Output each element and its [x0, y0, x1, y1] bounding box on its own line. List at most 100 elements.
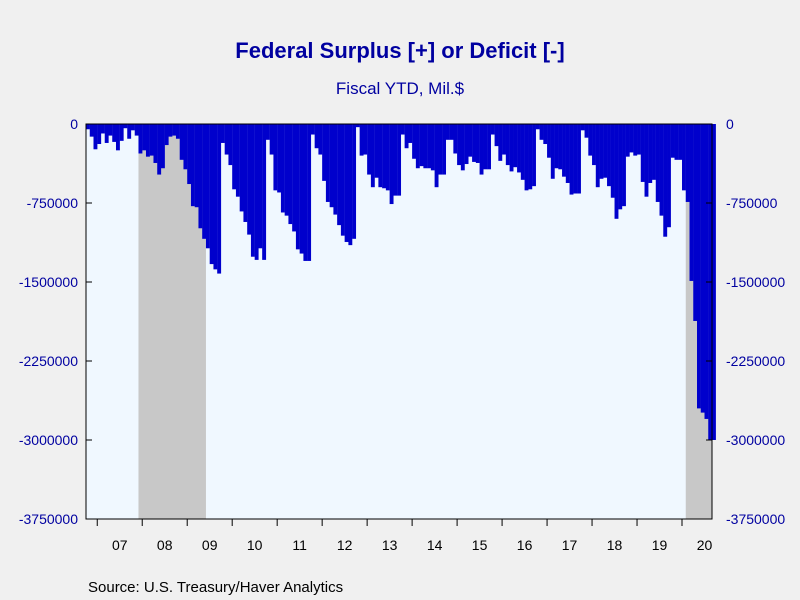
bar: [603, 124, 608, 178]
bar: [453, 124, 458, 154]
bar: [700, 124, 705, 413]
bar: [535, 124, 540, 130]
y-tick-label-left: -3000000: [19, 432, 78, 448]
bar: [423, 124, 428, 169]
bar: [468, 124, 473, 157]
x-tick-label: 15: [472, 537, 488, 553]
x-tick-label: 18: [607, 537, 623, 553]
x-tick-label: 11: [292, 537, 307, 553]
bar: [220, 124, 225, 143]
bar: [370, 124, 375, 188]
bar: [389, 124, 394, 205]
bar: [168, 124, 173, 137]
x-tick-label: 20: [697, 537, 713, 553]
bar: [340, 124, 345, 236]
bar: [292, 124, 297, 232]
bar: [693, 124, 698, 321]
bar: [610, 124, 615, 198]
bar-series: [86, 124, 716, 440]
x-tick-label: 08: [157, 537, 173, 553]
chart-subtitle: Fiscal YTD, Mil.$: [336, 79, 465, 98]
bar: [307, 124, 312, 261]
bar: [367, 124, 372, 175]
y-axis: 0 0 -750000 -750000 -1500000 -1500000 -2250000…: [19, 116, 786, 527]
bar: [142, 124, 147, 151]
bar: [187, 124, 192, 185]
bar: [652, 124, 656, 180]
bar: [449, 124, 454, 140]
bar: [674, 124, 679, 160]
bar: [592, 124, 596, 166]
bar: [303, 124, 308, 261]
bar: [288, 124, 293, 225]
bar: [490, 124, 495, 135]
bar: [513, 124, 518, 168]
bar: [130, 124, 135, 131]
bar: [149, 124, 154, 156]
bar: [337, 124, 342, 226]
plot-frame: [85, 123, 713, 520]
bar: [625, 124, 630, 157]
bar: [385, 124, 390, 191]
bar: [427, 124, 432, 169]
bar: [648, 124, 653, 183]
bar: [685, 124, 690, 202]
bar: [464, 124, 469, 165]
bar: [622, 124, 626, 207]
bar: [640, 124, 645, 182]
x-tick-label: 09: [202, 537, 218, 553]
bar: [224, 124, 229, 155]
y-tick-label-right: 0: [726, 116, 734, 132]
bar: [164, 124, 169, 146]
bar: [352, 124, 357, 239]
bar: [209, 124, 214, 265]
bar: [618, 124, 623, 210]
y-tick-label-right: -750000: [726, 195, 778, 211]
bar: [344, 124, 349, 242]
bar: [483, 124, 488, 170]
bar: [172, 124, 177, 136]
bar: [711, 124, 716, 440]
bar: [175, 124, 180, 139]
bar: [295, 124, 300, 250]
bar: [250, 124, 255, 257]
bar: [404, 124, 409, 149]
bar: [258, 124, 263, 249]
y-tick-label-right: -3000000: [726, 432, 785, 448]
bar: [689, 124, 694, 281]
bar: [584, 124, 589, 138]
bar: [595, 124, 600, 188]
y-tick-label-right: -3750000: [726, 511, 785, 527]
bar: [408, 124, 413, 143]
bar: [119, 124, 124, 141]
bar: [528, 124, 533, 190]
bar: [322, 124, 327, 181]
x-tick-label: 12: [337, 537, 353, 553]
bar: [310, 124, 315, 135]
bar: [382, 124, 387, 189]
bar: [160, 124, 165, 169]
bar: [104, 124, 109, 143]
bar: [644, 124, 649, 197]
y-tick-label-left: -2250000: [19, 353, 78, 369]
bar: [479, 124, 484, 175]
x-tick-label: 14: [427, 537, 443, 553]
bar: [412, 124, 417, 159]
bar: [254, 124, 259, 260]
bar: [134, 124, 139, 136]
y-tick-label-left: -1500000: [19, 274, 78, 290]
bar: [655, 124, 660, 202]
y-tick-label-right: -1500000: [726, 274, 785, 290]
bar: [97, 124, 102, 145]
bar: [318, 124, 323, 155]
y-tick-label-left: 0: [70, 116, 78, 132]
bar: [235, 124, 240, 197]
bar: [243, 124, 248, 222]
bar: [580, 124, 585, 131]
bar: [663, 124, 668, 237]
bar: [239, 124, 244, 212]
bar: [213, 124, 218, 270]
bar: [670, 124, 675, 158]
x-tick-label: 17: [562, 537, 578, 553]
